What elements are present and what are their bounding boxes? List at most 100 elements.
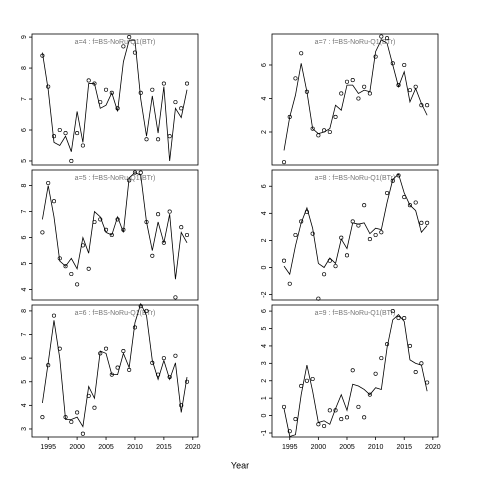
data-point [316, 296, 321, 301]
data-point [390, 309, 395, 314]
data-point [356, 404, 361, 409]
data-point [86, 266, 91, 271]
data-point [184, 232, 190, 238]
y-tick-label: 4 [261, 96, 268, 100]
y-tick-label: 6 [261, 309, 268, 313]
data-point [310, 231, 315, 236]
data-point [51, 313, 57, 318]
data-point [425, 220, 430, 225]
data-point [316, 133, 321, 138]
data-point [179, 106, 184, 111]
data-point [51, 134, 57, 139]
y-tick-label: 1 [261, 396, 268, 400]
data-point [367, 91, 372, 96]
x-tick-label: 2010 [127, 444, 143, 451]
x-tick-label: 2005 [98, 444, 114, 451]
y-tick-label: 2 [261, 238, 268, 242]
data-point [75, 410, 80, 415]
x-tick-label: 2005 [339, 444, 355, 451]
data-point [407, 343, 413, 348]
data-point [51, 199, 57, 204]
data-point [333, 114, 338, 119]
data-point [385, 190, 390, 196]
data-point [121, 44, 126, 49]
x-tick-label: 2010 [368, 444, 384, 451]
data-point [419, 220, 424, 225]
data-point [304, 378, 309, 383]
data-point [293, 417, 298, 422]
data-point [293, 232, 298, 238]
y-tick-label: 5 [21, 159, 28, 163]
y-tick-label: 5 [261, 326, 268, 330]
data-point [367, 392, 372, 397]
data-point [344, 79, 350, 84]
y-tick-label: 9 [21, 35, 28, 39]
x-tick-label: 2000 [311, 444, 327, 451]
y-tick-label: 5 [21, 262, 28, 266]
x-tick-label: 2020 [185, 444, 201, 451]
data-point [339, 91, 344, 96]
data-point [150, 87, 155, 92]
data-point [373, 54, 378, 59]
data-point [127, 367, 132, 372]
y-tick-label: 4 [21, 288, 28, 292]
y-tick-label: 4 [261, 344, 268, 348]
data-point [132, 170, 138, 175]
y-tick-label: 6 [261, 184, 268, 188]
y-tick-label: 4 [261, 211, 268, 215]
data-point [109, 232, 114, 238]
panel-title: a=5 : f=BS-NoRu-Q1(BTr) [75, 175, 156, 182]
data-point [161, 81, 166, 86]
panel-title: a=6 : f=BS-NoRu-Q1(BTr) [75, 310, 156, 317]
data-point [356, 96, 361, 101]
data-point [322, 423, 327, 429]
y-tick-label: 6 [21, 356, 28, 360]
data-point [322, 272, 327, 277]
data-point [413, 200, 418, 205]
data-point [92, 405, 97, 410]
fit-line [42, 172, 188, 280]
y-tick-label: 7 [21, 332, 28, 336]
data-point [63, 264, 68, 269]
x-tick-label: 2020 [425, 444, 441, 451]
panel-title: a=8 : f=BS-NoRu-Q1(BTr) [315, 175, 396, 182]
data-point [103, 346, 109, 351]
y-tick-label: 5 [21, 380, 28, 384]
data-point [173, 353, 178, 358]
y-tick-label: 3 [21, 427, 28, 431]
panel-frame [271, 304, 439, 438]
data-point [46, 180, 51, 186]
data-point [344, 415, 350, 420]
fit-line [283, 39, 428, 151]
y-tick-label: 7 [21, 97, 28, 101]
data-point [109, 90, 114, 95]
fit-line [283, 173, 428, 276]
data-point [362, 84, 367, 89]
data-point [402, 62, 407, 68]
data-point [344, 253, 350, 258]
y-tick-label: 0 [261, 414, 268, 418]
data-point [184, 81, 190, 86]
data-point [413, 369, 418, 375]
data-point [156, 212, 161, 217]
data-point [63, 131, 68, 136]
data-point [138, 170, 143, 175]
x-tick-label: 2015 [396, 444, 412, 451]
data-point [385, 36, 390, 41]
data-point [293, 76, 298, 81]
data-point [167, 209, 172, 214]
panel-title: a=9 : f=BS-NoRu-Q1(BTr) [315, 310, 396, 317]
data-point [299, 51, 304, 56]
data-point [287, 429, 292, 434]
data-point [69, 419, 74, 424]
data-point [339, 417, 344, 422]
data-point [396, 316, 401, 321]
data-point [75, 131, 80, 136]
y-tick-label: 3 [261, 361, 268, 365]
y-tick-label: -1 [261, 430, 268, 436]
data-point [179, 225, 184, 230]
data-point [367, 237, 372, 242]
data-point [425, 380, 430, 385]
panel-frame [271, 169, 439, 301]
x-tick-label: 1995 [282, 444, 298, 451]
